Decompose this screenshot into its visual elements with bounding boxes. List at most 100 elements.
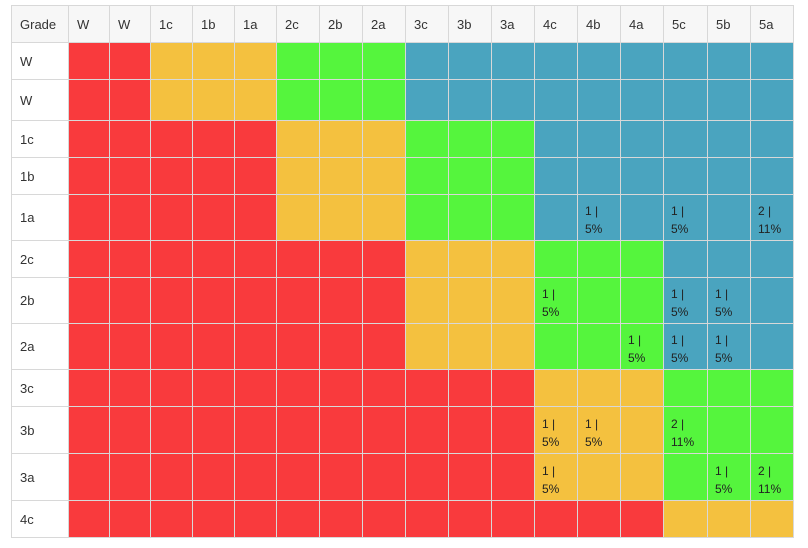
grade-cell	[319, 406, 363, 454]
grade-cell	[362, 42, 406, 80]
grade-cell	[150, 453, 193, 501]
grade-cell	[192, 453, 235, 501]
grade-cell	[534, 240, 578, 278]
cell-count: 1 |	[715, 287, 729, 301]
grade-cell	[68, 79, 110, 121]
grade-cell	[491, 79, 535, 121]
grade-row: 2c	[11, 240, 794, 278]
grade-cell	[750, 323, 794, 370]
row-grade-label: W	[11, 79, 69, 121]
grade-cell	[68, 42, 110, 80]
grade-cell	[577, 453, 621, 501]
grade-cell	[491, 120, 535, 158]
grade-cell	[620, 277, 664, 324]
grade-cell	[234, 42, 277, 80]
grade-cell	[150, 323, 193, 370]
cell-count: 1 |	[542, 287, 556, 301]
grade-cell	[192, 406, 235, 454]
grade-cell	[276, 406, 320, 454]
grade-cell	[663, 157, 708, 195]
grade-cell	[109, 453, 151, 501]
grade-cell	[109, 42, 151, 80]
grade-cell	[448, 323, 492, 370]
grade-cell	[448, 369, 492, 407]
cell-count: 1 |	[585, 417, 599, 431]
grade-cell: 1 | 5%	[707, 453, 751, 501]
grade-cell	[750, 42, 794, 80]
grade-cell	[319, 240, 363, 278]
grade-row: 4c	[11, 500, 794, 538]
grade-cell	[750, 277, 794, 324]
grade-cell	[620, 369, 664, 407]
column-header: 2c	[276, 5, 320, 43]
grade-cell	[750, 79, 794, 121]
grade-cell	[319, 194, 363, 241]
grade-cell: 1 | 5%	[577, 406, 621, 454]
grade-cell	[577, 369, 621, 407]
grade-cell	[448, 453, 492, 501]
grade-cell	[491, 157, 535, 195]
grade-cell	[234, 323, 277, 370]
column-header: 5c	[663, 5, 708, 43]
grade-cell	[750, 240, 794, 278]
grade-cell	[319, 453, 363, 501]
grade-cell	[491, 406, 535, 454]
grade-cell	[192, 120, 235, 158]
grade-cell	[663, 42, 708, 80]
column-header: 4a	[620, 5, 664, 43]
grade-cell	[319, 157, 363, 195]
grade-cell	[620, 42, 664, 80]
grade-cell	[534, 120, 578, 158]
grade-cell	[192, 194, 235, 241]
grade-cell	[234, 120, 277, 158]
grid-header: Grade W W 1c 1b 1a 2c 2b 2a 3c 3b 3a 4c 4b 4a 5c 5b 5a	[11, 5, 794, 43]
grade-cell	[405, 79, 449, 121]
grade-cell	[577, 157, 621, 195]
grade-header-cell: Grade	[11, 5, 69, 43]
grade-cell	[491, 369, 535, 407]
cell-percent: 5%	[715, 351, 733, 365]
grade-cell	[68, 120, 110, 158]
cell-count: 1 |	[671, 287, 685, 301]
grade-cell: 1 | 5%	[577, 194, 621, 241]
cell-percent: 5%	[585, 435, 603, 449]
grade-cell	[534, 369, 578, 407]
grade-cell	[534, 79, 578, 121]
cell-percent: 5%	[542, 435, 560, 449]
grade-cell	[491, 194, 535, 241]
grade-cell	[319, 323, 363, 370]
cell-count: 1 |	[715, 464, 729, 478]
grade-cell	[150, 369, 193, 407]
grade-cell	[577, 500, 621, 538]
grade-cell	[109, 323, 151, 370]
grade-cell	[109, 240, 151, 278]
grade-cell: 1 | 5%	[663, 194, 708, 241]
grade-cell	[276, 42, 320, 80]
grade-cell	[491, 240, 535, 278]
cell-percent: 11%	[758, 222, 782, 236]
column-header: W	[109, 5, 151, 43]
grade-cell	[707, 42, 751, 80]
grade-cell	[405, 240, 449, 278]
cell-percent: 11%	[758, 482, 782, 496]
grade-cell: 1 | 5%	[707, 323, 751, 370]
grade-cell	[405, 369, 449, 407]
row-grade-label: 1a	[11, 194, 69, 241]
row-grade-label: 2a	[11, 323, 69, 370]
grade-cell	[448, 406, 492, 454]
grade-cell	[68, 240, 110, 278]
grade-cell	[620, 453, 664, 501]
grade-cell	[234, 500, 277, 538]
grade-cell	[405, 42, 449, 80]
grade-cell	[68, 323, 110, 370]
grade-cell	[109, 157, 151, 195]
row-grade-label: 4c	[11, 500, 69, 538]
grade-cell	[448, 42, 492, 80]
column-header: 4b	[577, 5, 621, 43]
grade-cell	[362, 120, 406, 158]
cell-count: 1 |	[542, 417, 556, 431]
grade-cell	[276, 277, 320, 324]
column-header: 3b	[448, 5, 492, 43]
grade-cell	[534, 42, 578, 80]
grade-cell	[319, 277, 363, 324]
